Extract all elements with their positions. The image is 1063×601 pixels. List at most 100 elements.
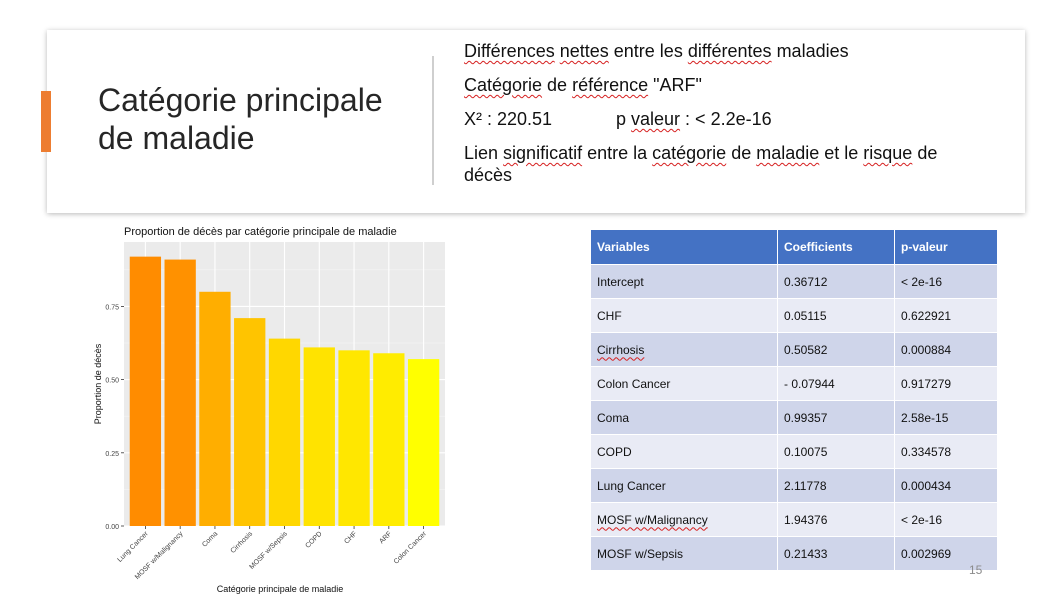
- cell-coefficient: - 0.07944: [777, 366, 895, 401]
- cell-coefficient: 1.94376: [777, 502, 895, 537]
- bar: [129, 256, 162, 526]
- word: entre les: [608, 41, 688, 61]
- p-value-word: valeur: [631, 109, 681, 129]
- cell-variable: MOSF w/Sepsis: [590, 536, 778, 571]
- cell-variable: Cirrhosis: [590, 332, 778, 367]
- cell-coefficient: 0.10075: [777, 434, 895, 469]
- x-tick-label: COPD: [304, 530, 323, 549]
- cell-coefficient: 0.21433: [777, 536, 895, 571]
- table-row: Cirrhosis 0.50582 0.000884: [590, 332, 998, 367]
- bar: [303, 347, 335, 526]
- cell-p-value: 0.000884: [894, 332, 998, 367]
- title-line-1: Catégorie principale: [98, 82, 383, 118]
- cell-p-value: 0.000434: [894, 468, 998, 503]
- table-row: MOSF w/Malignancy 1.94376 < 2e-16: [590, 502, 998, 537]
- word: maladie: [756, 143, 820, 163]
- cell-variable: Coma: [590, 400, 778, 435]
- chi-square-value: X² : 220.51: [464, 109, 553, 129]
- cell-p-value: 0.334578: [894, 434, 998, 469]
- table-row: Colon Cancer - 0.07944 0.917279: [590, 366, 998, 401]
- x-tick-label: Colon Cancer: [393, 530, 429, 566]
- title-card: Catégorie principale de maladie Différen…: [47, 30, 1025, 213]
- table-row: CHF 0.05115 0.622921: [590, 298, 998, 333]
- word: maladies: [771, 41, 849, 61]
- word: entre la: [582, 143, 653, 163]
- cell-coefficient: 0.36712: [777, 264, 895, 299]
- cell-variable: Colon Cancer: [590, 366, 778, 401]
- table-header-row: Variables Coefficients p-valeur: [590, 229, 998, 265]
- header-p-value: p-valeur: [894, 229, 998, 265]
- point-reference: Catégorie de référence "ARF": [464, 74, 984, 96]
- word: de décès: [464, 143, 938, 185]
- word: Différences: [464, 41, 555, 61]
- word: de: [726, 143, 757, 163]
- bar: [234, 318, 266, 526]
- cell-variable: Intercept: [590, 264, 778, 299]
- cell-coefficient: 0.50582: [777, 332, 895, 367]
- word: significatif: [503, 143, 583, 163]
- word: Lien: [464, 143, 504, 163]
- cell-coefficient: 2.11778: [777, 468, 895, 503]
- point-statistics: X² : 220.51 p valeur : < 2.2e-16: [464, 108, 984, 130]
- y-axis-title: Proportion de décès: [93, 343, 103, 424]
- cell-variable: COPD: [590, 434, 778, 469]
- y-axis: 0.00 0.25 0.50 0.75: [105, 304, 124, 531]
- bars: [129, 256, 440, 526]
- chart-title: Proportion de décès par catégorie princi…: [124, 226, 397, 238]
- y-tick-label: 0.25: [105, 451, 119, 458]
- table-row: COPD 0.10075 0.334578: [590, 434, 998, 469]
- x-tick-label: Coma: [201, 530, 219, 548]
- x-tick-label: Cirrhosis: [230, 530, 255, 555]
- word: risque: [863, 143, 913, 163]
- point-conclusion: Lien significatif entre la catégorie de …: [464, 142, 984, 186]
- cell-variable: CHF: [590, 298, 778, 333]
- bar: [373, 353, 405, 526]
- table-row: Coma 0.99357 2.58e-15: [590, 400, 998, 435]
- word: différentes: [687, 41, 772, 61]
- p-value: : < 2.2e-16: [680, 109, 772, 129]
- y-tick-label: 0.00: [105, 524, 119, 531]
- page-number: 15: [969, 563, 983, 577]
- word: "ARF": [648, 75, 702, 95]
- cell-p-value: 0.622921: [894, 298, 998, 333]
- bar-chart: Proportion de décès par catégorie princi…: [86, 220, 458, 596]
- title-line-2: de maladie: [98, 120, 255, 156]
- bar: [199, 291, 231, 526]
- x-tick-label: Lung Cancer: [117, 530, 151, 564]
- cell-variable-text: MOSF w/Malignancy: [597, 512, 708, 527]
- vertical-divider: [432, 56, 434, 185]
- bar: [164, 259, 196, 526]
- y-tick-label: 0.75: [105, 304, 119, 311]
- word: Catégorie: [464, 75, 543, 95]
- cell-p-value: 0.002969: [894, 536, 998, 571]
- cell-variable: MOSF w/Malignancy: [590, 502, 778, 537]
- x-tick-label: ARF: [378, 530, 393, 545]
- word: catégorie: [652, 143, 727, 163]
- slide-title: Catégorie principale de maladie: [98, 81, 383, 157]
- point-differences: Différences nettes entre les différentes…: [464, 40, 984, 62]
- table-row: Intercept 0.36712 < 2e-16: [590, 264, 998, 299]
- table-row: Lung Cancer 2.11778 0.000434: [590, 468, 998, 503]
- cell-coefficient: 0.05115: [777, 298, 895, 333]
- header-variables: Variables: [590, 229, 778, 265]
- p-value-label: p: [616, 109, 632, 129]
- summary-points: Différences nettes entre les différentes…: [464, 40, 984, 198]
- bar: [407, 359, 440, 526]
- x-tick-label: CHF: [343, 530, 358, 545]
- chart-svg: Proportion de décès par catégorie princi…: [93, 226, 445, 594]
- accent-bar: [41, 91, 51, 152]
- word: référence: [572, 75, 649, 95]
- y-tick-label: 0.50: [105, 378, 119, 385]
- cell-coefficient: 0.99357: [777, 400, 895, 435]
- cell-p-value: < 2e-16: [894, 502, 998, 537]
- x-tick-label: MOSF w/Sepsis: [248, 530, 289, 571]
- cell-variable-text: Cirrhosis: [597, 342, 645, 357]
- cell-p-value: 0.917279: [894, 366, 998, 401]
- word: et le: [819, 143, 864, 163]
- word: de: [542, 75, 573, 95]
- cell-p-value: 2.58e-15: [894, 400, 998, 435]
- cell-variable: Lung Cancer: [590, 468, 778, 503]
- table-row: MOSF w/Sepsis 0.21433 0.002969: [590, 536, 998, 571]
- bar: [268, 338, 301, 526]
